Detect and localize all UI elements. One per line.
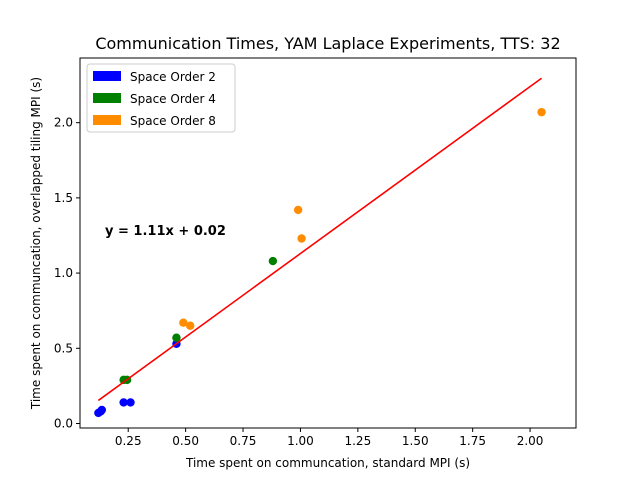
legend: Space Order 2 Space Order 4 Space Order 8 xyxy=(86,63,236,133)
series-3 xyxy=(179,107,546,330)
chart-title: Communication Times, YAM Laplace Experim… xyxy=(95,34,560,53)
data-point xyxy=(119,398,128,407)
fit-equation-annotation: y = 1.11x + 0.02 xyxy=(105,224,226,239)
y-tick-label: 0.5 xyxy=(54,341,73,355)
legend-swatch xyxy=(93,93,121,103)
legend-label: Space Order 8 xyxy=(130,114,216,128)
x-tick-label: 0.75 xyxy=(230,434,257,448)
legend-label: Space Order 2 xyxy=(130,70,216,84)
axes-frame xyxy=(79,57,577,429)
series-2 xyxy=(119,256,278,385)
x-tick-label: 1.25 xyxy=(344,434,371,448)
plot-area: 0.25 0.50 0.75 1.00 1.25 1.50 1.75 2.00 0.0 0.5 1.… xyxy=(54,57,577,448)
x-tick-label: 0.25 xyxy=(115,434,142,448)
y-tick-label: 0.0 xyxy=(54,416,73,430)
data-point xyxy=(537,107,546,117)
data-point xyxy=(297,234,306,243)
legend-swatch xyxy=(93,71,121,81)
x-tick-label: 0.50 xyxy=(172,434,199,448)
y-tick-label: 1.0 xyxy=(54,266,73,280)
data-point xyxy=(268,256,278,266)
x-tick-label: 1.00 xyxy=(287,434,314,448)
x-tick-label: 2.00 xyxy=(517,434,544,448)
legend-box xyxy=(86,63,236,133)
x-axis-label: Time spent on communcation, standard MPI… xyxy=(185,456,470,470)
data-point xyxy=(293,205,303,215)
legend-swatch xyxy=(93,115,121,125)
data-point xyxy=(126,398,135,407)
y-tick-label: 2.0 xyxy=(54,116,73,130)
data-point xyxy=(97,405,107,415)
y-axis-label: Time spent on communcation, overlapped t… xyxy=(29,77,43,410)
x-tick-label: 1.75 xyxy=(459,434,486,448)
data-point xyxy=(179,318,188,327)
data-point xyxy=(172,333,181,342)
x-tick-label: 1.50 xyxy=(402,434,429,448)
data-point xyxy=(186,321,195,330)
y-tick-label: 1.5 xyxy=(54,191,73,205)
legend-label: Space Order 4 xyxy=(130,92,216,106)
fit-line xyxy=(97,77,543,402)
